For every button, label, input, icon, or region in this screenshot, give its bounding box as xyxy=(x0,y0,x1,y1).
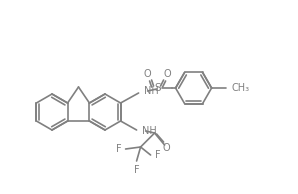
Text: F: F xyxy=(155,150,160,160)
Text: O: O xyxy=(144,69,151,79)
Text: F: F xyxy=(116,144,122,154)
Text: S: S xyxy=(154,83,161,93)
Text: O: O xyxy=(164,69,171,79)
Text: NH: NH xyxy=(142,126,156,136)
Text: O: O xyxy=(163,143,170,153)
Text: F: F xyxy=(134,165,139,175)
Text: NH: NH xyxy=(144,86,158,96)
Text: CH₃: CH₃ xyxy=(232,83,250,93)
